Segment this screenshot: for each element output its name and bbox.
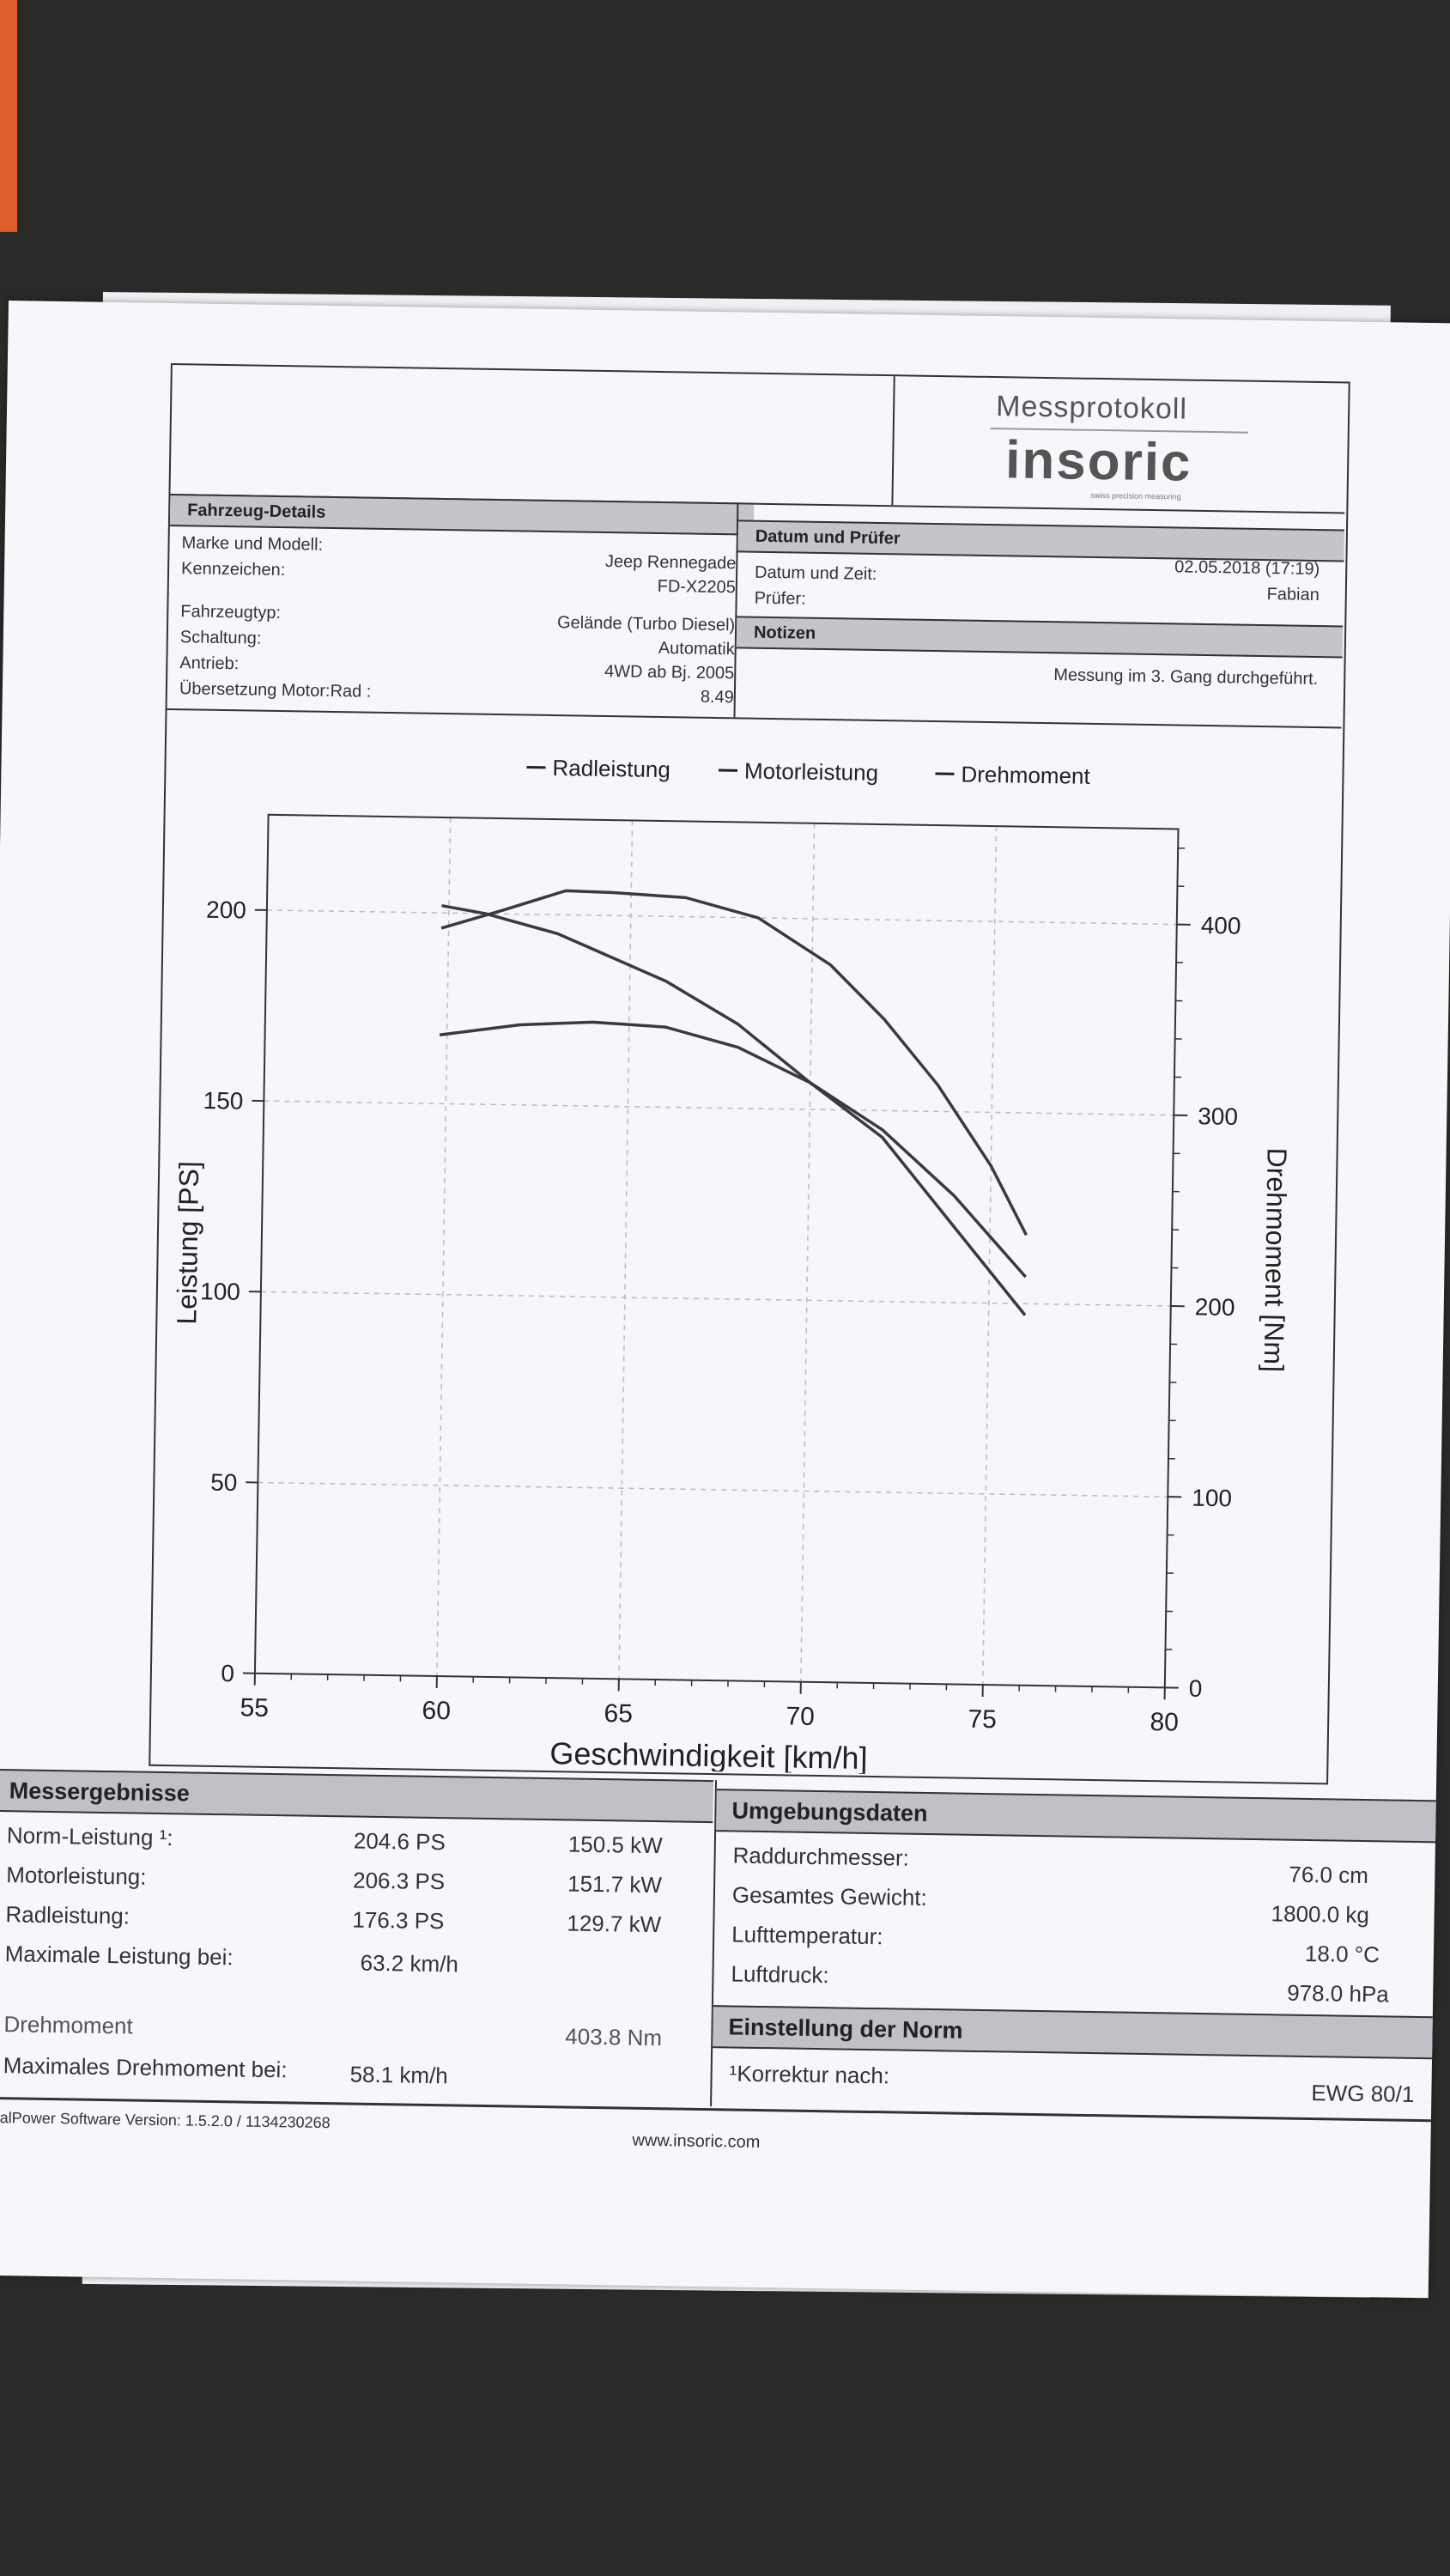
y-gridline-50 xyxy=(258,1481,1168,1498)
gearbox-value: Automatik xyxy=(658,638,735,659)
air-pressure-value: 978.0 hPa xyxy=(1286,1979,1390,2008)
y2-tick-label-200: 200 xyxy=(1195,1293,1235,1321)
y-tick-label-100: 100 xyxy=(200,1278,240,1305)
table-edge xyxy=(0,0,17,232)
notes-section-header: Notizen xyxy=(736,616,1344,659)
examiner-label: Prüfer: xyxy=(754,588,806,609)
vehicle-section-header: Fahrzeug-Details xyxy=(169,493,755,536)
chart-ticks: 55 60 65 70 75 80 0 50 100 150 200 0 100 200 300 400 xyxy=(200,847,1241,1737)
wheel-power-kw: 129.7 kW xyxy=(567,1910,662,1938)
examiner-value: Fabian xyxy=(1266,585,1320,605)
norm-power-label: Norm-Leistung ¹: xyxy=(6,1822,173,1851)
results-area: Messergebnisse Norm-Leistung ¹: 204.6 PS… xyxy=(0,1768,1436,2123)
make-model-label: Marke und Modell: xyxy=(181,533,324,555)
vehicle-type-value: Gelände (Turbo Diesel) xyxy=(556,613,736,635)
x-gridline-60 xyxy=(436,817,452,1677)
motor-power-kw: 151.7 kW xyxy=(567,1870,663,1899)
make-model-value: Jeep Rennegade xyxy=(604,551,737,574)
x-gridline-65 xyxy=(618,820,634,1680)
plate-label: Kennzeichen: xyxy=(180,559,286,580)
y-gridline-200 xyxy=(266,909,1177,926)
report-frame: Messprotokoll insoric swiss precision me… xyxy=(149,362,1350,1785)
y-tick-label-0: 0 xyxy=(221,1660,234,1686)
torque-value: 403.8 Nm xyxy=(565,2023,663,2051)
air-temp-value: 18.0 °C xyxy=(1304,1940,1380,1968)
x-tick-label-70: 70 xyxy=(786,1702,815,1731)
vehicle-type-label: Fahrzeugtyp: xyxy=(180,602,282,623)
motor-power-ps: 206.3 PS xyxy=(352,1867,446,1895)
y-axis-title: Leistung [PS] xyxy=(171,1161,204,1325)
chart-legend: Radleistung Motorleistung Drehmoment xyxy=(526,755,1091,789)
y-tick-label-200: 200 xyxy=(206,896,246,924)
legend-label-motorleistung: Motorleistung xyxy=(744,758,879,786)
wheel-diameter-label: Raddurchmesser: xyxy=(732,1842,910,1871)
ratio-value: 8.49 xyxy=(700,687,735,708)
ratio-label: Übersetzung Motor:Rad : xyxy=(179,679,372,702)
max-torque-speed-value: 58.1 km/h xyxy=(349,2061,448,2089)
x-tick-label-80: 80 xyxy=(1150,1708,1179,1737)
y-tick-label-150: 150 xyxy=(203,1087,243,1115)
plate-value: FD-X2205 xyxy=(657,576,737,598)
brand-tagline: swiss precision measuring xyxy=(1090,490,1181,501)
norm-power-ps: 204.6 PS xyxy=(353,1827,446,1856)
y2-tick-label-400: 400 xyxy=(1201,912,1241,939)
notes-text: Messung im 3. Gang durchgeführt. xyxy=(1053,665,1319,690)
torque-label: Drehmoment xyxy=(3,2011,133,2039)
wheel-diameter-value: 76.0 cm xyxy=(1289,1861,1369,1889)
datetime-value: 02.05.2018 (17:19) xyxy=(1174,557,1320,580)
max-power-speed-label: Maximale Leistung bei: xyxy=(4,1941,234,1971)
brand-logo: insoric xyxy=(1004,430,1193,493)
y2-tick-label-300: 300 xyxy=(1198,1103,1238,1130)
x-tick-label-60: 60 xyxy=(422,1697,451,1726)
drive-value: 4WD ab Bj. 2005 xyxy=(604,661,735,683)
y2-axis-title: Drehmoment [Nm] xyxy=(1259,1147,1293,1372)
drive-label: Antrieb: xyxy=(179,653,240,674)
y2-tick-label-100: 100 xyxy=(1192,1485,1232,1512)
x-axis-title: Geschwindigkeit [km/h] xyxy=(549,1735,868,1776)
y-gridline-150 xyxy=(264,1100,1174,1116)
chart-grid xyxy=(258,817,1177,1686)
y-gridline-100 xyxy=(260,1291,1171,1307)
legend-label-drehmoment: Drehmoment xyxy=(961,761,1091,788)
x-tick-label-65: 65 xyxy=(604,1699,633,1728)
website-link[interactable]: www.insoric.com xyxy=(632,2130,761,2153)
wheel-power-ps: 176.3 PS xyxy=(352,1906,445,1935)
gearbox-label: Schaltung: xyxy=(179,628,262,648)
results-section-header: Messergebnisse xyxy=(0,1768,714,1824)
x-tick-label-55: 55 xyxy=(240,1693,269,1722)
correction-value: EWG 80/1 xyxy=(1311,2080,1415,2107)
dyno-chart: Radleistung Motorleistung Drehmoment 55 60 6… xyxy=(171,755,1293,1776)
logo-box: Messprotokoll insoric swiss precision me… xyxy=(891,376,1349,513)
total-weight-value: 1800.0 kg xyxy=(1271,1900,1370,1929)
chart-series xyxy=(439,889,1028,1316)
wheel-power-label: Radleistung: xyxy=(5,1901,130,1929)
norm-power-kw: 150.5 kW xyxy=(567,1831,663,1859)
datetime-label: Datum und Zeit: xyxy=(754,562,877,584)
plot-area xyxy=(253,813,1180,1689)
max-power-speed-value: 63.2 km/h xyxy=(360,1949,459,1978)
motor-power-label: Motorleistung: xyxy=(5,1862,147,1890)
total-weight-label: Gesamtes Gewicht: xyxy=(731,1881,928,1911)
report-sheet: Messprotokoll insoric swiss precision me… xyxy=(0,301,1450,2299)
report-title: Messprotokoll xyxy=(995,390,1188,426)
air-temp-label: Lufttemperatur: xyxy=(731,1921,883,1950)
y2-tick-label-0: 0 xyxy=(1189,1675,1203,1702)
environment-section-header: Umgebungsdaten xyxy=(716,1789,1436,1844)
norm-section-header: Einstellung der Norm xyxy=(713,2005,1433,2060)
x-gridline-75 xyxy=(982,826,998,1686)
correction-label: ¹Korrektur nach: xyxy=(729,2060,890,2089)
x-tick-label-75: 75 xyxy=(968,1705,997,1735)
series-line-radleistung xyxy=(439,1020,1027,1316)
x-gridline-70 xyxy=(800,823,816,1682)
max-torque-speed-label: Maximales Drehmoment bei: xyxy=(3,2052,288,2083)
legend-label-radleistung: Radleistung xyxy=(552,755,670,782)
y-tick-label-50: 50 xyxy=(210,1469,238,1496)
air-pressure-label: Luftdruck: xyxy=(731,1960,829,1989)
software-version: RealPower Software Version: 1.5.2.0 / 11… xyxy=(0,2108,331,2132)
